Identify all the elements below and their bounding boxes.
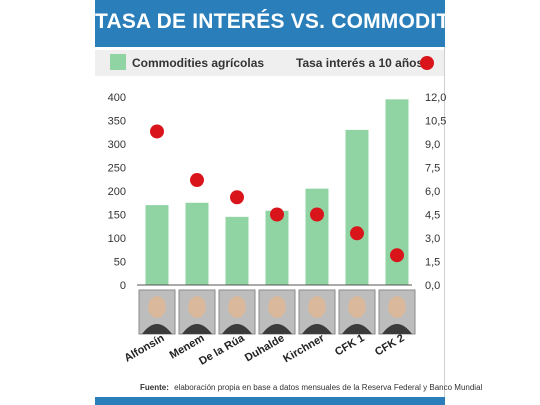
bar (385, 99, 409, 285)
left-tick-label: 200 (108, 186, 126, 198)
category-label: Alfonsín (122, 332, 166, 365)
portrait-shoulders (182, 324, 212, 334)
legend-bars-label: Commodities agrícolas (132, 56, 264, 70)
right-tick-label: 7,5 (425, 163, 440, 175)
bar (145, 205, 169, 285)
rate-dot (150, 124, 164, 139)
category-label: De la Rúa (197, 332, 247, 368)
portrait-face (348, 296, 366, 318)
source-text: elaboración propia en base a datos mensu… (174, 383, 482, 392)
bar (345, 129, 369, 285)
left-tick-label: 400 (108, 92, 126, 104)
right-tick-label: 4,5 (425, 210, 440, 222)
portrait-shoulders (342, 324, 372, 334)
left-tick-label: 250 (108, 163, 126, 175)
portrait-face (188, 296, 206, 318)
rate-dots (150, 124, 404, 263)
left-tick-label: 50 (114, 257, 126, 269)
portrait-face (388, 296, 406, 318)
bars (145, 99, 409, 285)
right-tick-label: 0,0 (425, 280, 440, 292)
left-tick-label: 300 (108, 139, 126, 151)
category-label: Kirchner (281, 332, 327, 365)
portrait-face (308, 296, 326, 318)
legend-dots-label: Tasa interés a 10 años (296, 56, 424, 70)
left-tick-label: 350 (108, 116, 126, 128)
right-tick-label: 10,5 (425, 116, 446, 128)
right-tick-label: 3,0 (425, 233, 440, 245)
right-tick-label: 1,5 (425, 257, 440, 269)
portrait-shoulders (222, 324, 252, 334)
bar (225, 216, 249, 285)
portrait-shoulders (382, 324, 412, 334)
left-axis-ticks: 0 50 100 150 200 250 300 350 400 (108, 92, 126, 292)
rate-dot (270, 207, 284, 222)
rate-dot (230, 190, 244, 205)
left-tick-label: 100 (108, 233, 126, 245)
footer-rule (95, 397, 445, 405)
portrait-shoulders (142, 324, 172, 334)
right-tick-label: 6,0 (425, 186, 440, 198)
right-axis-ticks: 0,0 1,5 3,0 4,5 6,0 7,5 9,0 10,5 12,0 (425, 92, 446, 292)
left-tick-label: 150 (108, 210, 126, 222)
chart-frame (95, 47, 445, 397)
rate-dot (350, 226, 364, 241)
left-tick-label: 0 (120, 280, 126, 292)
chart-title: TASA DE INTERÉS VS. COMMODITIES (95, 10, 484, 33)
source-label: Fuente: (140, 383, 169, 392)
source-line: Fuente: elaboración propia en base a dat… (140, 383, 483, 392)
title-bar: TASA DE INTERÉS VS. COMMODITIES (95, 0, 484, 42)
category-label: Duhalde (243, 332, 287, 364)
portrait-shoulders (302, 324, 332, 334)
category-label: CFK 1 (333, 332, 367, 358)
portraits (138, 289, 416, 335)
right-tick-label: 12,0 (425, 92, 446, 104)
bar (185, 202, 209, 285)
title-rule (95, 42, 445, 47)
right-tick-label: 9,0 (425, 139, 440, 151)
portrait-face (228, 296, 246, 318)
portrait-face (148, 296, 166, 318)
portrait-shoulders (262, 324, 292, 334)
rate-dot (190, 173, 204, 188)
rate-dot (390, 248, 404, 263)
legend-dot-swatch (420, 56, 434, 70)
legend-band (95, 50, 444, 76)
rate-dot (310, 207, 324, 222)
bar (265, 210, 289, 285)
legend-bar-swatch (110, 54, 126, 70)
portrait-face (268, 296, 286, 318)
category-label: CFK 2 (373, 332, 407, 358)
bar (305, 188, 329, 285)
